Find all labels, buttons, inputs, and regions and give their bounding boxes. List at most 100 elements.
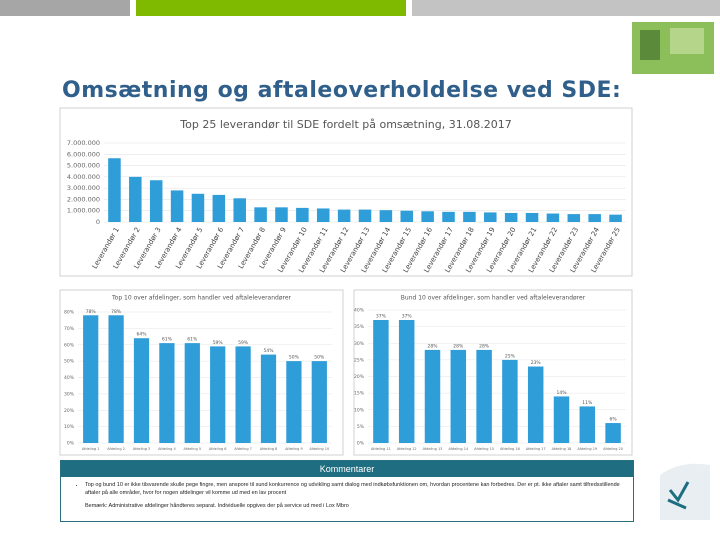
x-tick-label: Afdeling 13 bbox=[423, 447, 443, 451]
x-tick-label: Afdeling 12 bbox=[397, 447, 417, 451]
top-bar-gray bbox=[0, 0, 130, 16]
y-tick-label: 10% bbox=[64, 424, 75, 430]
value-label: 6% bbox=[610, 417, 618, 423]
value-label: 28% bbox=[427, 343, 438, 349]
value-label: 78% bbox=[111, 309, 122, 315]
bar bbox=[184, 343, 200, 443]
y-tick-label: 30% bbox=[354, 341, 365, 347]
bar bbox=[502, 359, 518, 443]
bar bbox=[108, 315, 124, 443]
y-tick-label: 40% bbox=[64, 375, 75, 381]
value-label: 61% bbox=[187, 337, 198, 343]
comments-box: Kommentarer Top og bund 10 er ikke tilsv… bbox=[60, 460, 634, 522]
bar bbox=[525, 212, 539, 222]
x-tick-label: Afdeling 2 bbox=[107, 447, 125, 451]
bar bbox=[210, 346, 226, 443]
value-label: 59% bbox=[238, 340, 249, 346]
bar bbox=[212, 194, 226, 222]
bar bbox=[286, 361, 302, 443]
x-tick-label: Afdeling 6 bbox=[209, 447, 227, 451]
x-tick-label: Afdeling 14 bbox=[448, 447, 469, 451]
y-tick-label: 0% bbox=[357, 441, 365, 447]
value-label: 37% bbox=[376, 313, 387, 319]
y-tick-label: 0% bbox=[67, 441, 75, 447]
y-tick-label: 50% bbox=[64, 359, 75, 365]
value-label: 59% bbox=[213, 340, 224, 346]
bar bbox=[337, 209, 351, 222]
bar bbox=[159, 343, 175, 443]
y-tick-label: 5.000.000 bbox=[67, 162, 100, 170]
y-tick-label: 5% bbox=[357, 424, 365, 430]
x-tick-label: Afdeling 17 bbox=[526, 447, 546, 451]
x-tick-label: Afdeling 10 bbox=[309, 447, 329, 451]
bar bbox=[484, 212, 497, 222]
chart-title: Top 25 leverandør til SDE fordelt på oms… bbox=[179, 118, 511, 131]
x-tick-label: Afdeling 8 bbox=[260, 447, 278, 451]
y-tick-label: 6.000.000 bbox=[67, 150, 100, 158]
bar bbox=[567, 214, 581, 222]
bar bbox=[605, 423, 621, 443]
bar bbox=[400, 210, 414, 222]
bar bbox=[450, 349, 467, 443]
header-photo-tree bbox=[670, 28, 704, 54]
bar bbox=[476, 349, 492, 443]
value-label: 14% bbox=[556, 390, 567, 396]
x-tick-label: Afdeling 18 bbox=[552, 447, 572, 451]
x-tick-label: Afdeling 19 bbox=[577, 447, 597, 451]
y-tick-label: 0 bbox=[96, 218, 100, 226]
value-label: 64% bbox=[136, 332, 147, 338]
bar bbox=[424, 349, 441, 443]
bar bbox=[546, 213, 560, 222]
bar bbox=[108, 158, 121, 222]
value-label: 28% bbox=[479, 343, 490, 349]
value-label: 11% bbox=[582, 400, 593, 406]
top-bar-light bbox=[412, 0, 720, 16]
bar bbox=[527, 366, 544, 443]
y-tick-label: 60% bbox=[64, 342, 75, 348]
y-tick-label: 2.000.000 bbox=[67, 195, 100, 203]
x-tick-label: Afdeling 1 bbox=[82, 447, 100, 451]
bar bbox=[588, 214, 601, 222]
value-label: 25% bbox=[505, 353, 516, 359]
header-photo-tree bbox=[640, 30, 660, 60]
y-tick-label: 30% bbox=[64, 391, 75, 397]
y-tick-label: 80% bbox=[64, 310, 75, 316]
y-tick-label: 3.000.000 bbox=[67, 184, 100, 192]
bar bbox=[260, 354, 277, 443]
y-tick-label: 7.000.000 bbox=[67, 139, 100, 147]
bar bbox=[235, 346, 251, 443]
bar bbox=[398, 319, 415, 443]
bar bbox=[296, 207, 309, 222]
y-tick-label: 4.000.000 bbox=[67, 173, 100, 181]
x-tick-label: Afdeling 15 bbox=[474, 447, 494, 451]
y-tick-label: 20% bbox=[64, 408, 75, 414]
bar bbox=[463, 211, 476, 222]
x-tick-label: Afdeling 5 bbox=[183, 447, 201, 451]
bar bbox=[316, 208, 330, 222]
bar bbox=[170, 190, 184, 222]
x-tick-label: Afdeling 9 bbox=[285, 447, 303, 451]
logo-bg bbox=[660, 463, 710, 520]
x-tick-label: Afdeling 20 bbox=[603, 447, 623, 451]
y-tick-label: 20% bbox=[354, 374, 365, 380]
y-tick-label: 15% bbox=[354, 391, 365, 397]
value-label: 23% bbox=[531, 360, 542, 366]
y-tick-label: 10% bbox=[354, 407, 365, 413]
bar bbox=[358, 209, 372, 222]
bar bbox=[579, 406, 596, 443]
bar bbox=[311, 361, 327, 443]
y-tick-label: 25% bbox=[354, 357, 365, 363]
bar bbox=[609, 214, 622, 222]
slide-title: Omsætning og aftaleoverholdelse ved SDE: bbox=[62, 78, 622, 103]
bar bbox=[133, 338, 150, 443]
bar bbox=[275, 207, 288, 222]
chart-title: Bund 10 over afdelinger, som handler ved… bbox=[401, 295, 586, 302]
value-label: 61% bbox=[162, 337, 173, 343]
bar bbox=[83, 315, 99, 443]
x-tick-label: Afdeling 7 bbox=[234, 447, 252, 451]
value-label: 28% bbox=[453, 343, 464, 349]
comment-note: Bemærk: Administrative afdelinger håndte… bbox=[85, 503, 349, 509]
logo-icon bbox=[667, 481, 690, 510]
y-tick-label: 70% bbox=[64, 326, 75, 332]
